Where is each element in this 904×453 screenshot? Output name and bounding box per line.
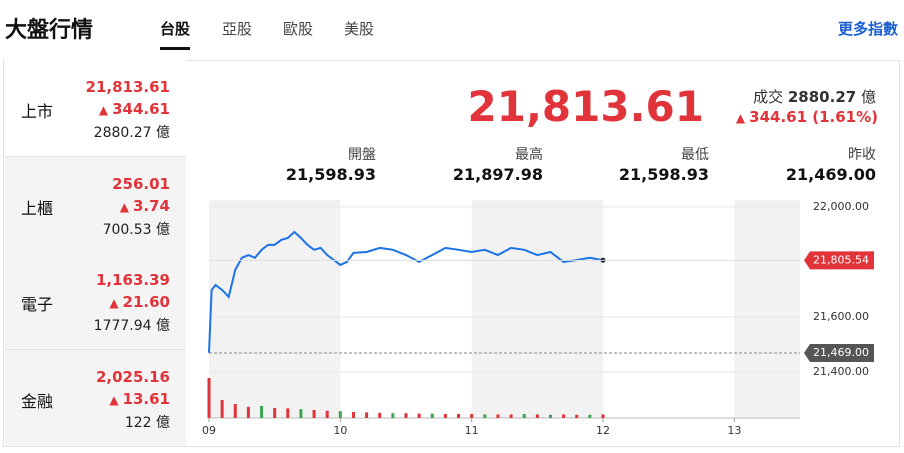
- volume-label: 成交: [753, 88, 784, 106]
- market-volume: 1777.94 億: [93, 318, 170, 334]
- page-title: 大盤行情: [5, 18, 94, 43]
- stat-value: 21,897.98: [452, 165, 543, 184]
- x-tick-label: 13: [727, 424, 741, 437]
- tab[interactable]: 美股: [344, 20, 375, 38]
- volume-bar: [457, 414, 461, 418]
- session-band: [209, 200, 341, 418]
- volume-bar: [601, 414, 605, 418]
- market-change: 3.74: [120, 197, 170, 215]
- market-change: 13.61: [109, 390, 170, 408]
- market-price: 21,813.61: [85, 78, 170, 96]
- market-volume: 2880.27 億: [93, 125, 170, 141]
- stat-value: 21,469.00: [785, 165, 876, 184]
- volume-bar: [509, 414, 513, 418]
- market-name: 電子: [21, 295, 54, 314]
- volume-bar: [351, 412, 355, 418]
- volume-bar: [443, 414, 447, 418]
- y-tick-label: 22,000.00: [813, 200, 869, 213]
- volume-bar: [430, 413, 434, 418]
- quote-change: 344.61 (1.61%): [736, 108, 878, 126]
- market-change: 21.60: [109, 293, 170, 311]
- market-price: 256.01: [112, 174, 170, 193]
- y-tick-label: 21,400.00: [813, 365, 869, 378]
- volume-bar: [246, 406, 250, 418]
- volume-bar: [220, 400, 224, 418]
- more-link[interactable]: 更多指數: [837, 20, 898, 38]
- volume-bar: [404, 413, 408, 418]
- stat-label: 開盤: [348, 147, 376, 163]
- volume-bar: [207, 378, 211, 418]
- market-volume: 700.53 億: [102, 221, 170, 238]
- volume-bar: [588, 414, 592, 418]
- market-price: 2,025.16: [95, 367, 170, 386]
- volume-bar: [548, 414, 552, 418]
- volume-bar: [233, 404, 237, 418]
- volume-bar: [535, 414, 539, 418]
- market-name: 上市: [21, 102, 54, 121]
- stat-label: 最低: [681, 147, 709, 163]
- volume-bar: [575, 414, 579, 418]
- volume-bar: [286, 408, 290, 418]
- volume-bar: [391, 413, 395, 418]
- volume-value: 2880.27: [787, 88, 857, 106]
- volume-bar: [483, 414, 487, 418]
- x-tick-label: 10: [333, 424, 347, 437]
- price-line: [208, 230, 604, 353]
- reference-tag: [804, 344, 874, 363]
- panel: [3, 60, 900, 447]
- market-change: 344.61: [99, 100, 170, 118]
- session-band: [734, 200, 800, 418]
- volume-bar: [273, 408, 277, 418]
- volume-bar: [299, 409, 303, 418]
- volume-bar: [312, 410, 316, 418]
- tab[interactable]: 台股: [160, 18, 191, 50]
- volume-unit: 億: [860, 88, 876, 106]
- x-tick-label: 11: [465, 424, 479, 437]
- quote-volume: 成交 2880.27 億: [753, 86, 876, 107]
- volume-bar: [417, 413, 421, 418]
- session-band: [471, 200, 603, 418]
- volume-bar: [365, 412, 369, 418]
- stat-label: 最高: [515, 147, 543, 163]
- quote-price: 21,813.61: [467, 82, 704, 131]
- market-row[interactable]: 上市 21,813.61 344.61 2880.27 億: [5, 60, 186, 157]
- volume-bar: [522, 414, 526, 418]
- x-tick-label: 12: [596, 424, 610, 437]
- market-name: 上櫃: [21, 198, 54, 218]
- volume-bar: [562, 414, 566, 418]
- volume-bar: [378, 412, 382, 418]
- current-tag: [804, 251, 874, 270]
- market-volume: 122 億: [124, 414, 170, 431]
- market-name: 金融: [21, 391, 54, 411]
- stat-value: 21,598.93: [618, 165, 709, 184]
- volume-bar: [496, 414, 500, 418]
- x-tick-label: 09: [202, 424, 216, 437]
- market-price: 1,163.39: [95, 271, 170, 289]
- stat-value: 21,598.93: [285, 165, 376, 184]
- current-label: 21,805.54: [813, 253, 869, 266]
- market-row[interactable]: 金融 2,025.16 13.61 122 億: [5, 349, 186, 447]
- y-tick-label: 21,600.00: [813, 310, 869, 323]
- volume-bar: [338, 411, 342, 418]
- tab[interactable]: 亞股: [222, 20, 253, 38]
- market-row[interactable]: 上櫃 256.01 3.74 700.53 億: [5, 156, 186, 254]
- volume-bar: [470, 414, 474, 418]
- stat-label: 昨收: [848, 147, 876, 163]
- volume-bar: [260, 406, 264, 418]
- reference-label: 21,469.00: [813, 346, 869, 359]
- tab[interactable]: 歐股: [283, 20, 314, 38]
- market-row[interactable]: 電子 1,163.39 21.60 1777.94 億: [5, 253, 186, 350]
- volume-bar: [325, 410, 329, 418]
